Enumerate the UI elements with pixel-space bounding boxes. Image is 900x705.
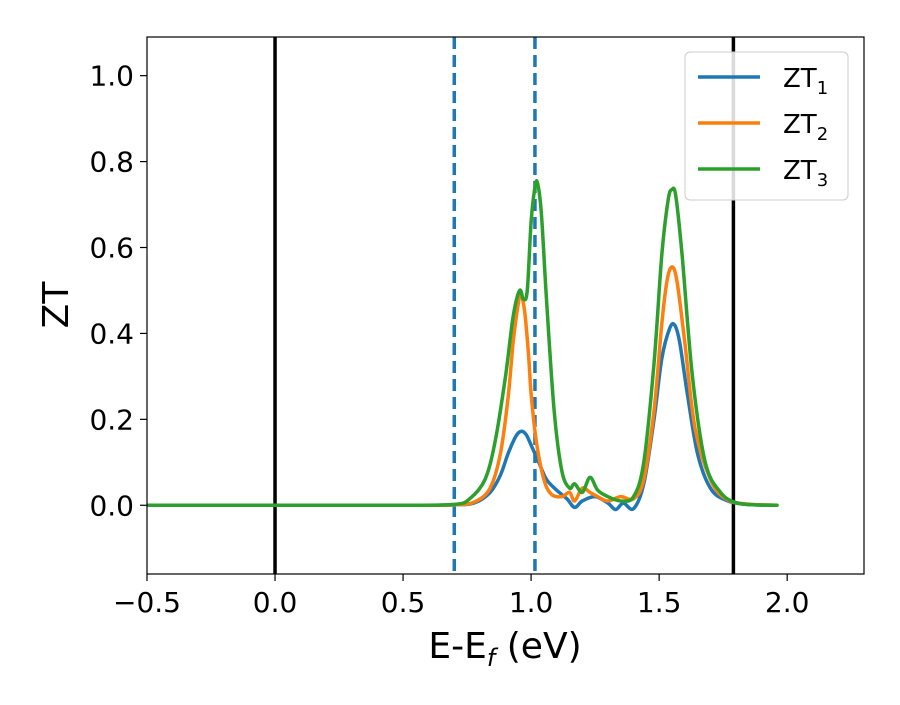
y-axis-label: ZT — [36, 281, 77, 329]
y-tick-label: 0.4 — [89, 317, 134, 350]
x-tick-label: −0.5 — [113, 586, 181, 619]
series-line-zt2 — [147, 265, 779, 508]
x-tick-label: 0.5 — [381, 586, 426, 619]
y-tick-label: 0.2 — [89, 403, 134, 436]
y-tick-label: 0.0 — [89, 489, 134, 522]
legend-box — [684, 51, 849, 201]
x-tick-label: 1.0 — [509, 586, 554, 619]
series-layer — [147, 179, 779, 512]
x-axis: −0.5 0.0 0.5 1.0 1.5 2.0 — [113, 574, 809, 619]
legend: ZT1 ZT2 ZT3 — [684, 51, 849, 201]
y-tick-label: 1.0 — [89, 60, 134, 93]
y-tick-label: 0.6 — [89, 232, 134, 265]
series-line-zt3 — [147, 179, 779, 508]
series-line-zt1 — [147, 321, 779, 512]
legend-label-zt3: ZT3 — [783, 156, 828, 191]
x-axis-label: E-Ef (eV) — [428, 626, 581, 672]
plot-area — [147, 37, 779, 574]
y-axis: 0.0 0.2 0.4 0.6 0.8 1.0 — [89, 60, 147, 522]
x-tick-label: 0.0 — [253, 586, 298, 619]
x-tick-label: 1.5 — [637, 586, 682, 619]
legend-label-zt2: ZT2 — [783, 110, 828, 145]
legend-label-zt1: ZT1 — [783, 64, 828, 99]
y-tick-label: 0.8 — [89, 146, 134, 179]
x-tick-label: 2.0 — [765, 586, 810, 619]
plot-frame — [146, 36, 865, 575]
